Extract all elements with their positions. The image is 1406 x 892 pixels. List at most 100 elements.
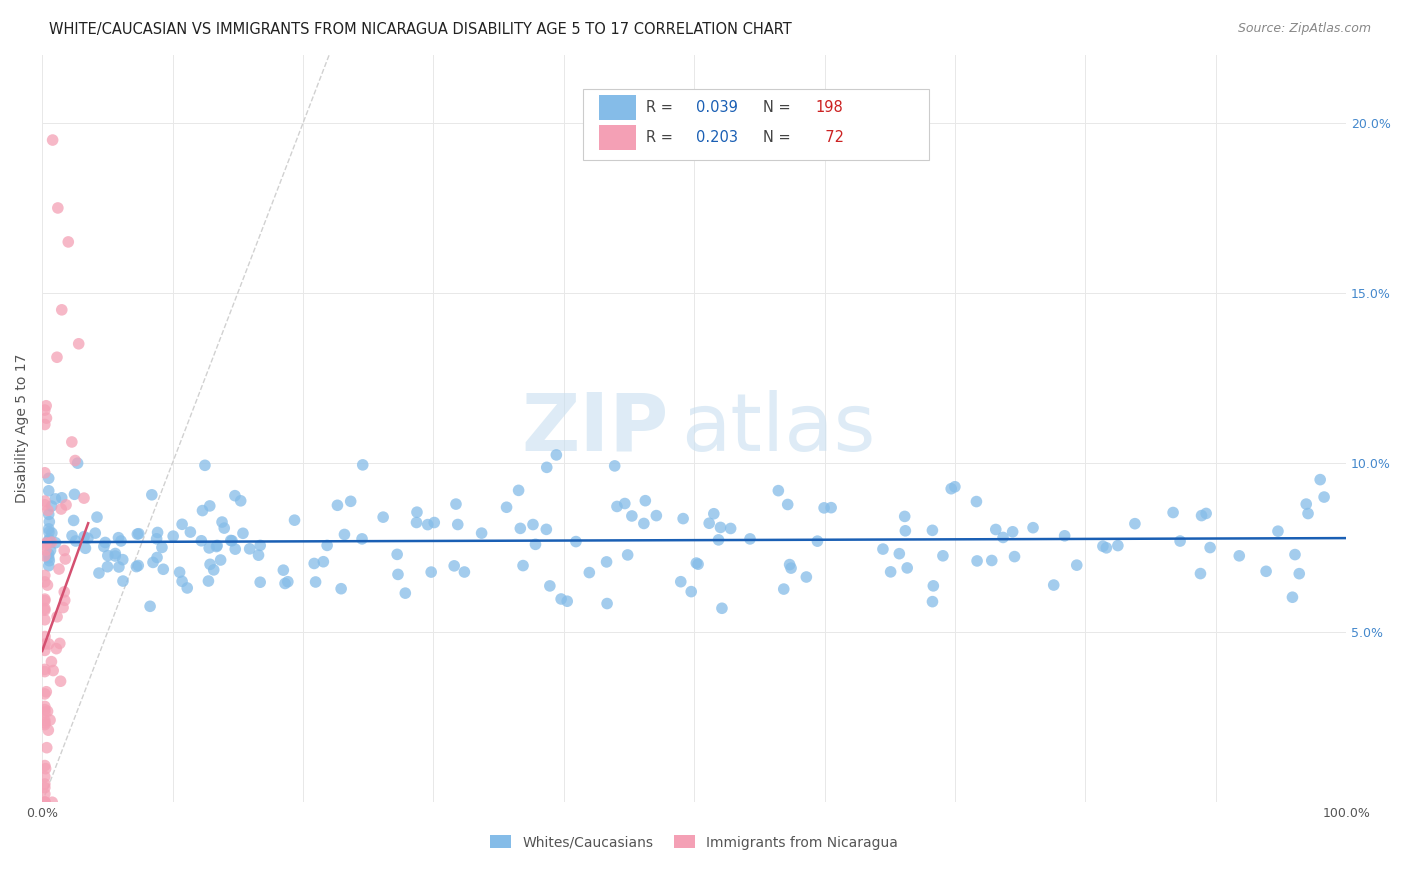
Point — [966, 554, 988, 568]
Point — [980, 553, 1002, 567]
Point — [312, 555, 335, 569]
Point — [53, 585, 76, 599]
Point — [37, 503, 59, 517]
Point — [34, 613, 56, 627]
Point — [1288, 566, 1310, 581]
Point — [965, 494, 987, 508]
Point — [352, 458, 374, 472]
Point — [634, 493, 657, 508]
Point — [198, 541, 221, 555]
Point — [37, 704, 59, 718]
Point — [921, 594, 943, 608]
Point — [172, 517, 194, 532]
Point — [52, 600, 75, 615]
Point — [104, 547, 127, 561]
Point — [190, 533, 212, 548]
Point — [127, 527, 149, 541]
Text: ZIP: ZIP — [520, 390, 668, 467]
Point — [34, 777, 56, 791]
Point — [806, 534, 828, 549]
Point — [1091, 539, 1114, 553]
Point — [669, 574, 692, 589]
Point — [596, 597, 619, 611]
Point — [34, 758, 56, 772]
Point — [453, 565, 475, 579]
FancyBboxPatch shape — [599, 125, 636, 150]
Point — [1022, 521, 1045, 535]
Point — [941, 482, 963, 496]
Point — [710, 601, 733, 615]
Point — [1053, 529, 1076, 543]
Point — [738, 532, 761, 546]
Point — [578, 566, 600, 580]
Point — [202, 563, 225, 577]
Point — [444, 497, 467, 511]
Point — [44, 491, 66, 506]
Point — [796, 570, 818, 584]
Point — [96, 559, 118, 574]
Point — [41, 499, 63, 513]
Point — [1095, 541, 1118, 555]
Point — [780, 561, 803, 575]
Point — [146, 550, 169, 565]
Point — [1161, 506, 1184, 520]
Legend: Whites/Caucasians, Immigrants from Nicaragua: Whites/Caucasians, Immigrants from Nicar… — [485, 830, 904, 855]
Point — [73, 530, 96, 544]
Text: Source: ZipAtlas.com: Source: ZipAtlas.com — [1237, 22, 1371, 36]
Point — [1004, 549, 1026, 564]
Point — [1313, 490, 1336, 504]
Point — [41, 655, 63, 669]
Point — [35, 399, 58, 413]
Point — [326, 498, 349, 512]
Point — [613, 496, 636, 510]
Point — [697, 516, 720, 531]
Point — [34, 574, 56, 589]
Point — [34, 568, 56, 582]
Point — [1042, 578, 1064, 592]
Point — [34, 417, 56, 432]
Point — [65, 534, 87, 549]
Text: 0.203: 0.203 — [696, 130, 738, 145]
Point — [34, 699, 56, 714]
Point — [46, 350, 69, 364]
Point — [879, 565, 901, 579]
Point — [34, 703, 56, 717]
Point — [38, 515, 60, 529]
Point — [38, 637, 60, 651]
Point — [672, 511, 695, 525]
Point — [38, 471, 60, 485]
Point — [555, 594, 578, 608]
Point — [606, 500, 628, 514]
Point — [34, 538, 56, 552]
Point — [1191, 508, 1213, 523]
Point — [34, 549, 56, 563]
Point — [97, 549, 120, 563]
Point — [943, 480, 966, 494]
Point — [104, 549, 127, 563]
Point — [39, 543, 62, 558]
Point — [139, 599, 162, 614]
Point — [1199, 541, 1222, 555]
Point — [94, 535, 117, 549]
Point — [37, 723, 59, 738]
Point — [67, 336, 90, 351]
Text: R =: R = — [645, 100, 678, 115]
Point — [111, 552, 134, 566]
Point — [38, 533, 60, 547]
Point — [776, 498, 799, 512]
Point — [1267, 524, 1289, 539]
Point — [53, 552, 76, 566]
Point — [145, 532, 167, 546]
Point — [416, 517, 439, 532]
Point — [38, 522, 60, 536]
Point — [34, 498, 56, 512]
Point — [49, 674, 72, 689]
Point — [304, 574, 326, 589]
Point — [38, 550, 60, 565]
Point — [633, 516, 655, 531]
Point — [34, 601, 56, 615]
Point — [93, 540, 115, 554]
Point — [330, 582, 353, 596]
Point — [34, 787, 56, 801]
Point — [872, 542, 894, 557]
